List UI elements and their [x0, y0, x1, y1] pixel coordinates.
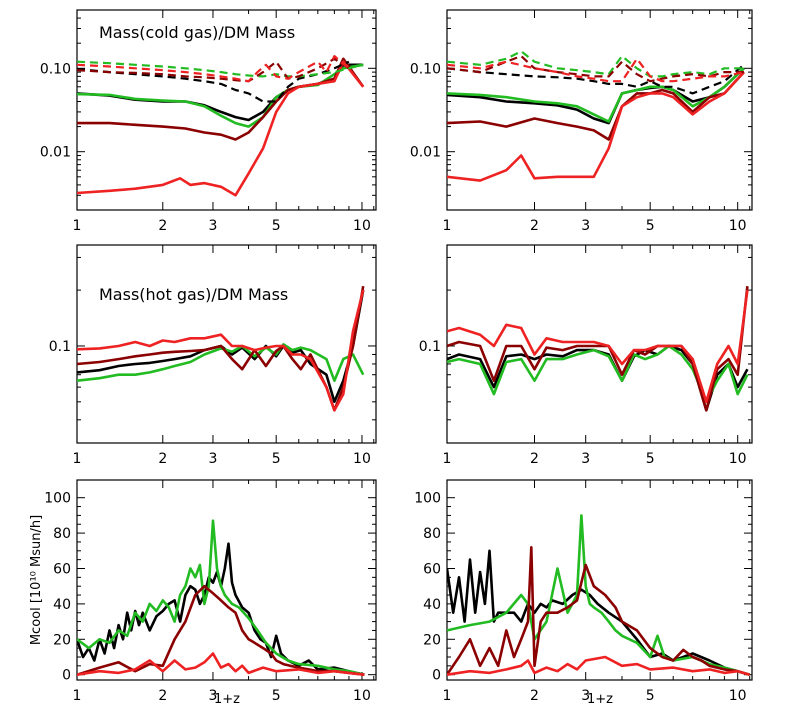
series-line-black-dashed	[447, 63, 745, 95]
series-line-green	[77, 63, 364, 128]
series-line-red	[447, 289, 749, 404]
panel-label-cold-gas: Mass(cold gas)/DM Mass	[99, 23, 295, 42]
y-tick-label: 0	[432, 668, 441, 684]
series-line-red-dashed	[447, 57, 745, 83]
x-tick-label: 10	[729, 218, 747, 234]
x-tick-label: 3	[581, 451, 590, 467]
series-line-green	[447, 67, 745, 123]
panel-middle-left: 1 2 3 5 10 0.1 Mass(hot gas)/DM Mass	[49, 244, 377, 467]
y-tick-label: 0	[62, 668, 71, 684]
x-axis-title: 1+z	[587, 692, 613, 707]
x-tick-label: 2	[158, 688, 167, 704]
x-tick-label: 2	[158, 451, 167, 467]
x-tick-label: 10	[353, 218, 371, 234]
x-tick-label: 3	[581, 218, 590, 234]
x-tick-label: 1	[73, 451, 82, 467]
series-line-green	[77, 519, 365, 676]
series-line-black-dashed	[77, 60, 350, 103]
y-tick-label: 40	[53, 597, 71, 613]
x-tick-label: 10	[353, 451, 371, 467]
y-tick-label: 80	[53, 526, 71, 542]
plot-area: 1 2 3 5 10 0.1	[49, 245, 376, 467]
x-tick-label: 5	[272, 451, 281, 467]
y-tick-label: 100	[414, 491, 441, 507]
y-tick-label: 60	[53, 561, 71, 577]
series-line-red	[77, 289, 365, 412]
x-tick-label: 5	[646, 688, 655, 704]
x-tick-label: 1	[443, 451, 452, 467]
series-line-darkred-dashed	[77, 57, 350, 83]
y-tick-label: 20	[53, 632, 71, 648]
series-line-red	[447, 655, 751, 676]
x-tick-label: 1	[73, 688, 82, 704]
series-line-red-dashed	[77, 54, 350, 83]
axes-frame	[446, 244, 753, 444]
series-line-red	[447, 71, 745, 182]
y-tick-label: 40	[423, 597, 441, 613]
plot-area: 1 2 3 5 10 0.1	[419, 245, 752, 467]
y-tick-label: 20	[423, 632, 441, 648]
y-axis-title: Mcool [10¹⁰ Msun/h]	[29, 515, 44, 645]
series-line-red	[77, 60, 365, 197]
y-tick-label: 0.10	[40, 61, 71, 77]
y-tick-label: 100	[44, 491, 71, 507]
y-tick-label: 0.1	[49, 339, 71, 355]
x-tick-label: 3	[209, 218, 218, 234]
panel-top-right: 1 2 3 5 10 0.01 0.10	[410, 9, 753, 234]
series-line-green	[447, 514, 751, 676]
x-tick-label: 10	[353, 688, 371, 704]
x-tick-label: 2	[158, 218, 167, 234]
x-tick-label: 2	[530, 688, 539, 704]
axes-frame	[76, 244, 377, 444]
axes-frame	[76, 9, 377, 211]
x-tick-label: 5	[272, 688, 281, 704]
x-tick-label: 5	[272, 218, 281, 234]
x-tick-label: 10	[729, 451, 747, 467]
y-tick-label: 60	[423, 561, 441, 577]
y-tick-label: 0.01	[40, 145, 71, 161]
x-axis-title: 1+z	[214, 692, 240, 707]
panel-label-hot-gas: Mass(hot gas)/DM Mass	[99, 285, 288, 304]
x-tick-label: 2	[530, 451, 539, 467]
y-tick-label: 80	[423, 526, 441, 542]
panel-middle-right: 1 2 3 5 10 0.1	[419, 244, 753, 467]
axes-frame	[446, 9, 753, 211]
series-line-black	[77, 542, 365, 676]
panel-top-left: 1 2 3 5 10 0.01 0.10 Mass(cold gas)/DM Mass	[40, 9, 377, 234]
series-line-green-dashed	[77, 60, 364, 78]
x-tick-label: 10	[729, 688, 747, 704]
series-line-darkred	[447, 286, 749, 412]
series-line-darkred	[447, 545, 751, 676]
axes-frame	[76, 479, 377, 681]
x-tick-label: 1	[73, 218, 82, 234]
x-tick-label: 5	[646, 451, 655, 467]
x-tick-label: 1	[443, 218, 452, 234]
plot-area: 1 2 3 5 10 0.01 0.10	[410, 9, 752, 234]
x-tick-label: 3	[209, 688, 218, 704]
y-tick-label: 0.01	[410, 145, 441, 161]
x-tick-label: 3	[209, 451, 218, 467]
series-line-black	[77, 289, 365, 404]
series-line-red	[77, 652, 365, 676]
y-tick-label: 0.1	[419, 339, 441, 355]
x-tick-label: 2	[530, 218, 539, 234]
y-tick-label: 0.10	[410, 61, 441, 77]
x-tick-label: 5	[646, 218, 655, 234]
series-line-green	[77, 343, 365, 383]
plot-area: 1 2 3 5 10 0.01 0.10	[40, 9, 376, 234]
x-tick-label: 3	[581, 688, 590, 704]
axes-frame	[446, 479, 753, 681]
x-tick-label: 1	[443, 688, 452, 704]
